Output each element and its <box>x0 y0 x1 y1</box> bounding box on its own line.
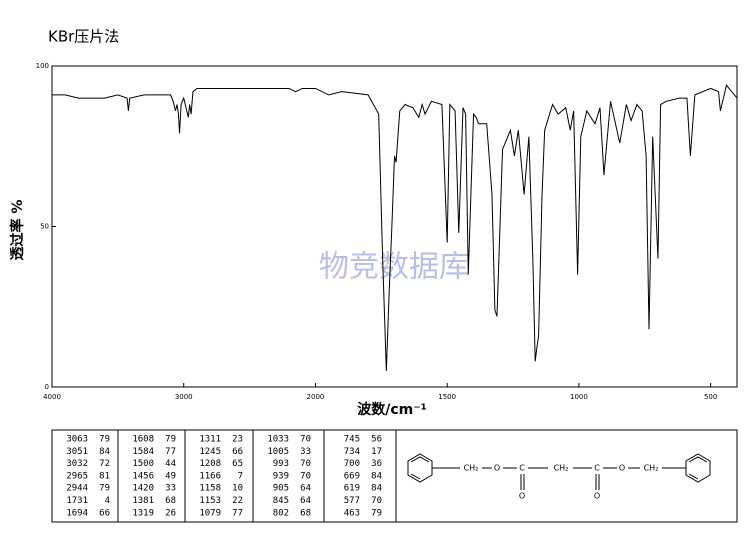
peak-transmittance: 65 <box>232 459 243 469</box>
peak-wavenumber: 1584 <box>132 447 154 457</box>
peak-wavenumber: 993 <box>273 459 289 469</box>
peak-transmittance: 49 <box>165 471 176 481</box>
structure-atom: O <box>594 492 600 501</box>
y-tick-label: 100 <box>36 62 49 70</box>
peak-wavenumber: 1158 <box>199 484 221 494</box>
peak-wavenumber: 577 <box>344 496 360 506</box>
peak-transmittance: 79 <box>99 484 110 494</box>
peak-wavenumber: 1319 <box>132 508 154 518</box>
peak-wavenumber: 745 <box>344 435 360 445</box>
plot-frame <box>51 65 738 388</box>
peak-wavenumber: 905 <box>273 484 289 494</box>
peak-wavenumber: 1245 <box>199 447 221 457</box>
peak-transmittance: 64 <box>300 496 311 506</box>
structure-atom: O <box>619 464 625 473</box>
structure-atom: CH₂ <box>554 464 569 473</box>
peak-transmittance: 7 <box>238 471 243 481</box>
y-tick-label: 0 <box>45 383 49 391</box>
peak-transmittance: 10 <box>232 484 243 494</box>
peak-wavenumber: 1033 <box>267 435 289 445</box>
structure-atom: CH₂ <box>644 464 659 473</box>
structure-atom: CH₂ <box>464 464 479 473</box>
peak-transmittance: 36 <box>371 459 382 469</box>
peak-wavenumber: 619 <box>344 484 360 494</box>
peak-wavenumber: 3063 <box>66 435 88 445</box>
peak-wavenumber: 1694 <box>66 508 88 518</box>
y-axis-label: 透过率 % <box>9 200 26 261</box>
peak-wavenumber: 2965 <box>66 471 88 481</box>
structure-atom: O <box>494 464 500 473</box>
y-tick-label: 50 <box>40 223 49 231</box>
peak-transmittance: 44 <box>165 459 176 469</box>
watermark: 物竞数据库 <box>319 250 469 285</box>
peak-transmittance: 66 <box>99 508 110 518</box>
peak-wavenumber: 2944 <box>66 484 88 494</box>
peak-wavenumber: 734 <box>344 447 360 457</box>
peak-wavenumber: 939 <box>273 471 289 481</box>
peak-wavenumber: 1311 <box>199 435 221 445</box>
peak-transmittance: 17 <box>371 447 382 457</box>
peak-transmittance: 84 <box>371 471 382 481</box>
structure-atom: O <box>519 492 525 501</box>
peak-transmittance: 23 <box>232 435 243 445</box>
peak-wavenumber: 3032 <box>66 459 88 469</box>
x-tick-label: 1000 <box>570 393 588 401</box>
peak-transmittance: 79 <box>371 508 382 518</box>
peak-transmittance: 79 <box>165 435 176 445</box>
peak-transmittance: 33 <box>165 484 176 494</box>
peak-wavenumber: 802 <box>273 508 289 518</box>
structure-drawing <box>407 453 711 490</box>
spectrum-line <box>52 84 738 371</box>
peak-transmittance: 56 <box>371 435 382 445</box>
table-dividers <box>117 430 397 522</box>
peak-wavenumber: 1420 <box>132 484 154 494</box>
peak-wavenumber: 463 <box>344 508 360 518</box>
peak-transmittance: 77 <box>165 447 176 457</box>
table-frame <box>51 429 738 523</box>
x-tick-label: 3000 <box>175 393 193 401</box>
peak-transmittance: 72 <box>99 459 110 469</box>
peak-transmittance: 79 <box>99 435 110 445</box>
peak-wavenumber: 845 <box>273 496 289 506</box>
peak-transmittance: 26 <box>165 508 176 518</box>
peak-transmittance: 4 <box>105 496 110 506</box>
chart-title: KBr压片法 <box>48 28 119 46</box>
peak-transmittance: 70 <box>300 435 311 445</box>
peak-wavenumber: 1005 <box>267 447 289 457</box>
peak-transmittance: 64 <box>300 484 311 494</box>
peak-wavenumber: 1208 <box>199 459 221 469</box>
peak-wavenumber: 700 <box>344 459 360 469</box>
peak-wavenumber: 1608 <box>132 435 154 445</box>
peak-transmittance: 70 <box>300 459 311 469</box>
peak-transmittance: 84 <box>99 447 110 457</box>
peak-transmittance: 68 <box>165 496 176 506</box>
peak-wavenumber: 1731 <box>66 496 88 506</box>
peak-wavenumber: 3051 <box>66 447 88 457</box>
peak-transmittance: 81 <box>99 471 110 481</box>
peak-wavenumber: 1456 <box>132 471 154 481</box>
peak-wavenumber: 1079 <box>199 508 221 518</box>
peak-wavenumber: 1166 <box>199 471 221 481</box>
peak-transmittance: 22 <box>232 496 243 506</box>
peak-transmittance: 77 <box>232 508 243 518</box>
x-tick-label: 2000 <box>307 393 325 401</box>
peak-wavenumber: 1500 <box>132 459 154 469</box>
structure-atom: C <box>594 464 600 473</box>
x-tick-label: 1500 <box>438 393 456 401</box>
peak-transmittance: 70 <box>300 471 311 481</box>
peak-transmittance: 33 <box>300 447 311 457</box>
peak-transmittance: 84 <box>371 484 382 494</box>
x-axis-label: 波数/cm⁻¹ <box>357 401 427 418</box>
peak-wavenumber: 669 <box>344 471 360 481</box>
peak-transmittance: 70 <box>371 496 382 506</box>
peak-transmittance: 66 <box>232 447 243 457</box>
peak-wavenumber: 1153 <box>199 496 221 506</box>
x-tick-label: 500 <box>704 393 717 401</box>
peak-transmittance: 68 <box>300 508 311 518</box>
x-tick-label: 4000 <box>43 393 61 401</box>
structure-atom: C <box>519 464 525 473</box>
peak-wavenumber: 1381 <box>132 496 154 506</box>
